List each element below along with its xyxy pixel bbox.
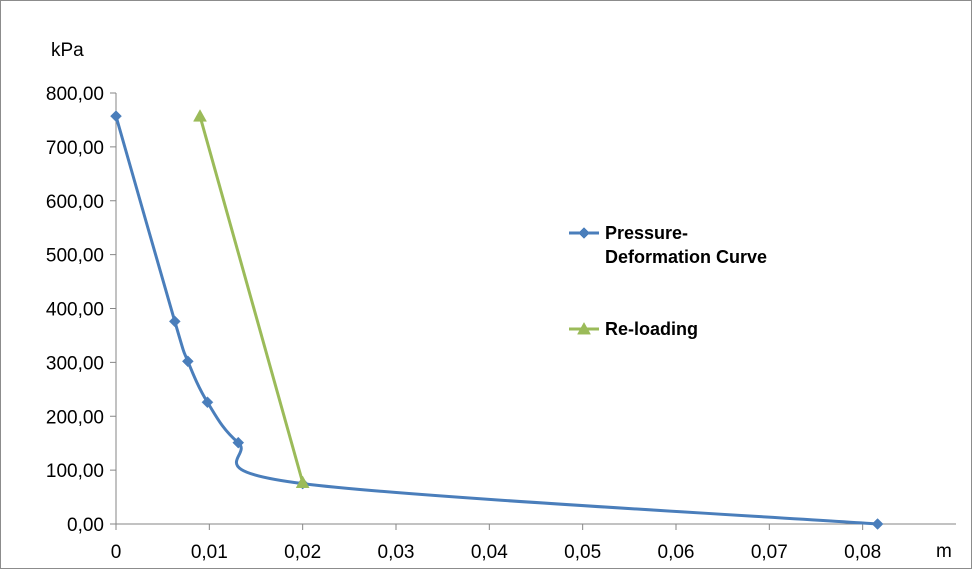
x-tick-label: 0,02	[284, 542, 321, 563]
y-tick-label: 0,00	[67, 515, 104, 536]
data-point-marker	[295, 475, 310, 488]
data-point-marker	[110, 110, 122, 123]
axes: 0,00 100,00 200,00 300,00 400,00 500,00 600,00…	[46, 84, 956, 563]
y-tick-label: 700,00	[46, 138, 104, 159]
series-line	[114, 115, 878, 526]
x-tick-label: 0,01	[191, 542, 228, 563]
x-axis-label: m	[936, 541, 952, 562]
y-tick-label: 500,00	[46, 246, 104, 267]
data-point-marker	[201, 396, 214, 409]
data-point-marker	[871, 518, 884, 530]
x-tick-label: 0,03	[378, 542, 415, 563]
x-tick-label: 0,06	[658, 542, 695, 563]
legend-label: Pressure-	[605, 223, 688, 243]
y-tick-label: 400,00	[46, 300, 104, 321]
y-tick-label: 300,00	[46, 353, 104, 374]
data-point-marker	[232, 436, 245, 449]
x-tick-label: 0,05	[564, 542, 601, 563]
y-tick-label: 100,00	[46, 461, 104, 482]
series-pressure-deformation-curve	[110, 110, 884, 530]
x-tick-label: 0	[111, 542, 122, 563]
legend-label: Deformation Curve	[605, 247, 767, 267]
legend-swatch-marker	[578, 227, 590, 239]
legend-entry: Re-loading	[569, 319, 698, 339]
data-point-marker	[193, 109, 207, 122]
y-tick-label: 800,00	[46, 84, 104, 105]
series-line	[198, 115, 305, 483]
legend-entry: Pressure- Deformation Curve	[569, 223, 767, 267]
series-layer	[110, 109, 884, 530]
series-re-loading	[193, 109, 310, 488]
legend-swatch-marker	[577, 321, 591, 335]
data-point-marker	[168, 315, 181, 328]
x-tick-label: 0,07	[751, 542, 788, 563]
legend-label: Re-loading	[605, 319, 698, 339]
y-tick-label: 600,00	[46, 192, 104, 213]
data-point-marker	[182, 355, 194, 368]
y-tick-label: 200,00	[46, 407, 104, 428]
legend: Pressure- Deformation Curve Re-loading	[569, 223, 767, 339]
y-axis-label: kPa	[51, 40, 84, 61]
x-tick-label: 0,08	[844, 542, 881, 563]
x-tick-label: 0,04	[471, 542, 508, 563]
